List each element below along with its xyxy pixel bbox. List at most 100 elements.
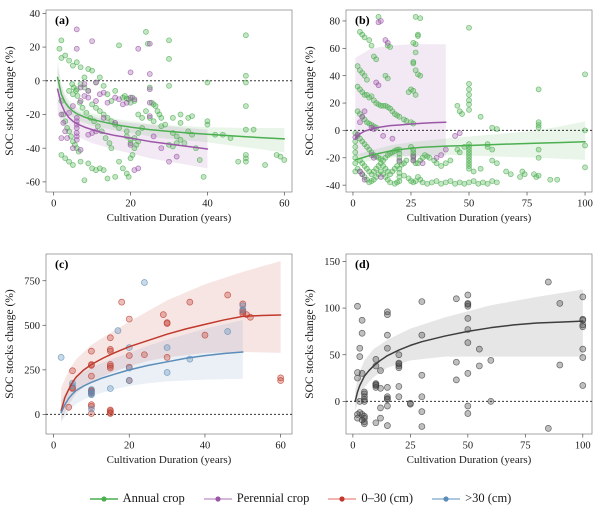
data-point xyxy=(100,82,107,89)
data-point xyxy=(235,158,242,165)
data-point xyxy=(547,176,554,183)
legend-item-depth-0-30[interactable]: 0–30 (cm) xyxy=(327,491,413,506)
y-axis-title: SOC stocks change (%) xyxy=(4,289,16,399)
data-point xyxy=(66,88,72,94)
data-point xyxy=(412,41,419,48)
data-point xyxy=(464,339,472,346)
data-point xyxy=(70,62,76,69)
data-point xyxy=(466,86,472,93)
data-point xyxy=(354,411,361,418)
data-point xyxy=(85,88,92,94)
legend-item-perennial-crop[interactable]: Perennial crop xyxy=(203,491,309,506)
data-point xyxy=(77,147,84,153)
data-point xyxy=(116,158,122,165)
data-point xyxy=(106,140,113,146)
data-point xyxy=(131,96,138,103)
data-point xyxy=(415,31,421,38)
confidence-band-d-0 xyxy=(355,289,583,411)
data-point xyxy=(146,84,153,91)
data-point xyxy=(464,302,472,310)
data-point xyxy=(163,369,171,376)
data-point xyxy=(262,162,268,168)
data-point xyxy=(466,81,472,87)
legend-item-depth-gt-30[interactable]: >30 (cm) xyxy=(431,491,511,506)
data-point xyxy=(380,133,386,139)
data-point xyxy=(356,353,364,360)
y-tick-label: 40 xyxy=(30,9,41,20)
data-point xyxy=(461,180,468,187)
data-point xyxy=(58,37,65,44)
data-point xyxy=(466,165,472,172)
data-point xyxy=(377,384,384,392)
data-point xyxy=(141,279,148,286)
panel-c-content: 750 500 250 0 0 20 40 60 Cultivation Duration (y… xyxy=(4,253,293,466)
data-point xyxy=(396,113,403,120)
x-tick-label: 60 xyxy=(279,199,290,210)
data-point xyxy=(493,179,500,186)
data-point xyxy=(419,160,426,167)
data-point xyxy=(125,352,133,359)
data-point xyxy=(77,84,84,91)
data-point xyxy=(395,393,403,401)
data-point xyxy=(384,396,391,403)
data-point xyxy=(401,172,407,179)
data-point xyxy=(426,154,433,161)
data-point xyxy=(163,320,171,327)
data-point xyxy=(89,38,95,45)
data-point xyxy=(239,306,247,314)
data-point xyxy=(396,157,403,164)
data-point xyxy=(106,345,114,353)
x-tick-label: 20 xyxy=(125,199,136,210)
data-point xyxy=(70,103,76,109)
data-point xyxy=(70,162,76,168)
data-point xyxy=(372,356,380,363)
data-point xyxy=(438,180,445,187)
x-tick-label: 40 xyxy=(202,199,213,210)
data-point xyxy=(69,367,76,375)
data-point xyxy=(143,108,149,114)
data-point xyxy=(466,97,472,104)
data-point xyxy=(377,174,384,180)
data-point xyxy=(442,160,449,167)
x-tick-label: 75 xyxy=(522,199,533,210)
plot-area xyxy=(45,253,293,435)
data-point xyxy=(146,113,153,120)
data-point xyxy=(73,125,80,131)
data-point xyxy=(361,412,368,420)
data-point xyxy=(158,115,165,121)
data-point xyxy=(464,315,472,322)
x-axis-title: Cultivation Duration (years) xyxy=(107,212,232,224)
data-point xyxy=(243,126,249,133)
data-point xyxy=(395,362,403,370)
data-point xyxy=(464,402,472,410)
data-point xyxy=(189,113,195,120)
data-point xyxy=(361,420,368,428)
y-tick-label: -60 xyxy=(26,177,40,188)
data-point xyxy=(407,400,414,408)
y-axis-title: SOC stocks change (%) xyxy=(304,46,316,156)
data-point xyxy=(60,120,67,126)
data-point xyxy=(535,86,542,93)
data-point xyxy=(470,168,477,175)
data-point xyxy=(93,104,99,111)
data-point xyxy=(118,298,126,306)
x-tick-label: 20 xyxy=(124,441,135,452)
data-point xyxy=(196,157,203,163)
data-point xyxy=(453,358,460,366)
data-point xyxy=(354,374,361,382)
data-point xyxy=(354,414,361,422)
data-point xyxy=(166,82,172,89)
data-point xyxy=(64,135,70,141)
data-point xyxy=(247,313,254,321)
y-tick-label: 250 xyxy=(24,365,40,376)
data-point xyxy=(368,42,375,49)
data-point xyxy=(116,96,122,103)
data-point xyxy=(389,135,396,142)
data-point xyxy=(77,98,84,104)
data-point xyxy=(104,115,111,121)
fit-curve-c-1 xyxy=(60,351,244,414)
data-point xyxy=(582,142,588,149)
data-point xyxy=(102,135,109,141)
data-point xyxy=(403,157,410,164)
legend-item-annual-crop[interactable]: Annual crop xyxy=(89,491,185,506)
